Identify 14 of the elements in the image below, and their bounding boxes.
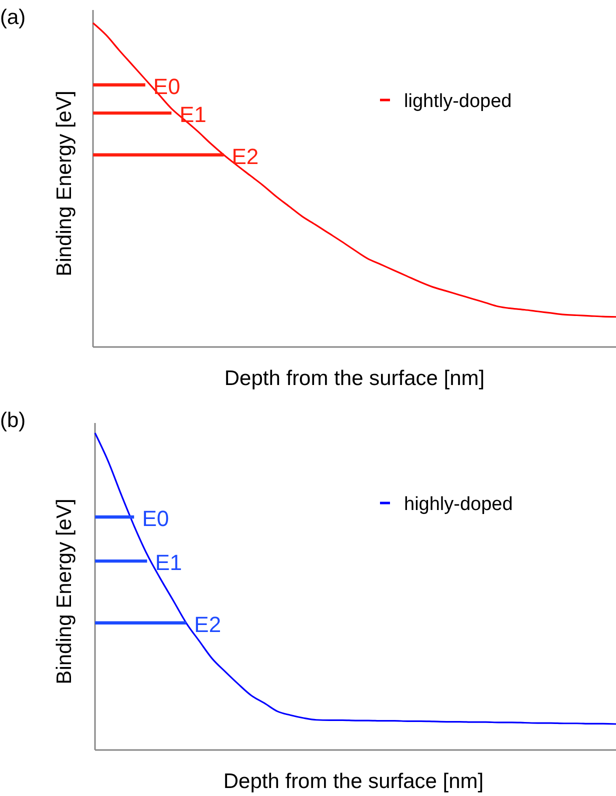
series-label: E2 [194, 612, 222, 637]
y-axis-title: Binding Energy [eV] [53, 90, 76, 276]
y-axis-title: Binding Energy [eV] [53, 498, 76, 684]
series-label: E0 [142, 506, 169, 532]
series-label: E1 [179, 102, 206, 128]
series-label: E2 [232, 144, 259, 169]
legend-label: highly-doped [404, 494, 513, 515]
series-label: E0 [153, 74, 180, 99]
chart-title: (b) [0, 409, 26, 432]
x-axis-title: Depth from the surface [nm] [224, 367, 485, 390]
legend-label: lightly-doped [404, 91, 512, 112]
chart-title: (a) [0, 6, 26, 29]
series-label: E1 [155, 550, 182, 576]
x-axis-title: Depth from the surface [nm] [223, 770, 484, 793]
